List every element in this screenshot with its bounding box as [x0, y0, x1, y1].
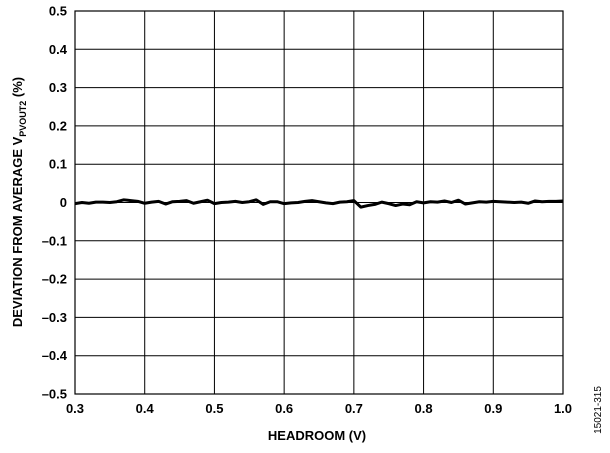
figure-id: 15021-315 [593, 386, 604, 434]
y-axis-title-suffix: (%) [10, 77, 25, 101]
y-axis-title: DEVIATION FROM AVERAGE VPVOUT2 (%) [10, 77, 28, 327]
y-tick-label: –0.2 [42, 272, 67, 287]
y-tick-label: –0.1 [42, 233, 67, 248]
series-line [74, 198, 564, 209]
y-tick-label: 0.3 [49, 80, 67, 95]
x-tick-label: 0.6 [275, 401, 293, 416]
x-tick-label: 0.7 [345, 401, 363, 416]
y-tick-label: 0.5 [49, 4, 67, 19]
y-tick-label: 0.1 [49, 157, 67, 172]
y-tick-label: 0 [60, 195, 67, 210]
y-axis-title-main: DEVIATION FROM AVERAGE V [10, 136, 25, 327]
x-tick-label: 0.5 [205, 401, 223, 416]
y-tick-label: –0.5 [42, 387, 67, 402]
y-tick-label: 0.4 [49, 42, 68, 57]
y-tick-label: –0.3 [42, 310, 67, 325]
y-tick-label: –0.4 [42, 348, 68, 363]
y-axis-title-subscript: PVOUT2 [18, 101, 28, 137]
y-tick-labels: 0.5 0.4 0.3 0.2 0.1 0 –0.1 –0.2 –0.3 –0.4 –0.5 [42, 4, 68, 402]
x-tick-label: 0.9 [484, 401, 502, 416]
x-tick-label: 0.8 [415, 401, 433, 416]
x-tick-label: 1.0 [554, 401, 572, 416]
y-tick-label: 0.2 [49, 118, 67, 133]
x-tick-label: 0.4 [136, 401, 155, 416]
x-axis-title: HEADROOM (V) [268, 428, 366, 443]
x-tick-label: 0.3 [66, 401, 84, 416]
x-tick-labels: 0.3 0.4 0.5 0.6 0.7 0.8 0.9 1.0 [66, 401, 572, 416]
